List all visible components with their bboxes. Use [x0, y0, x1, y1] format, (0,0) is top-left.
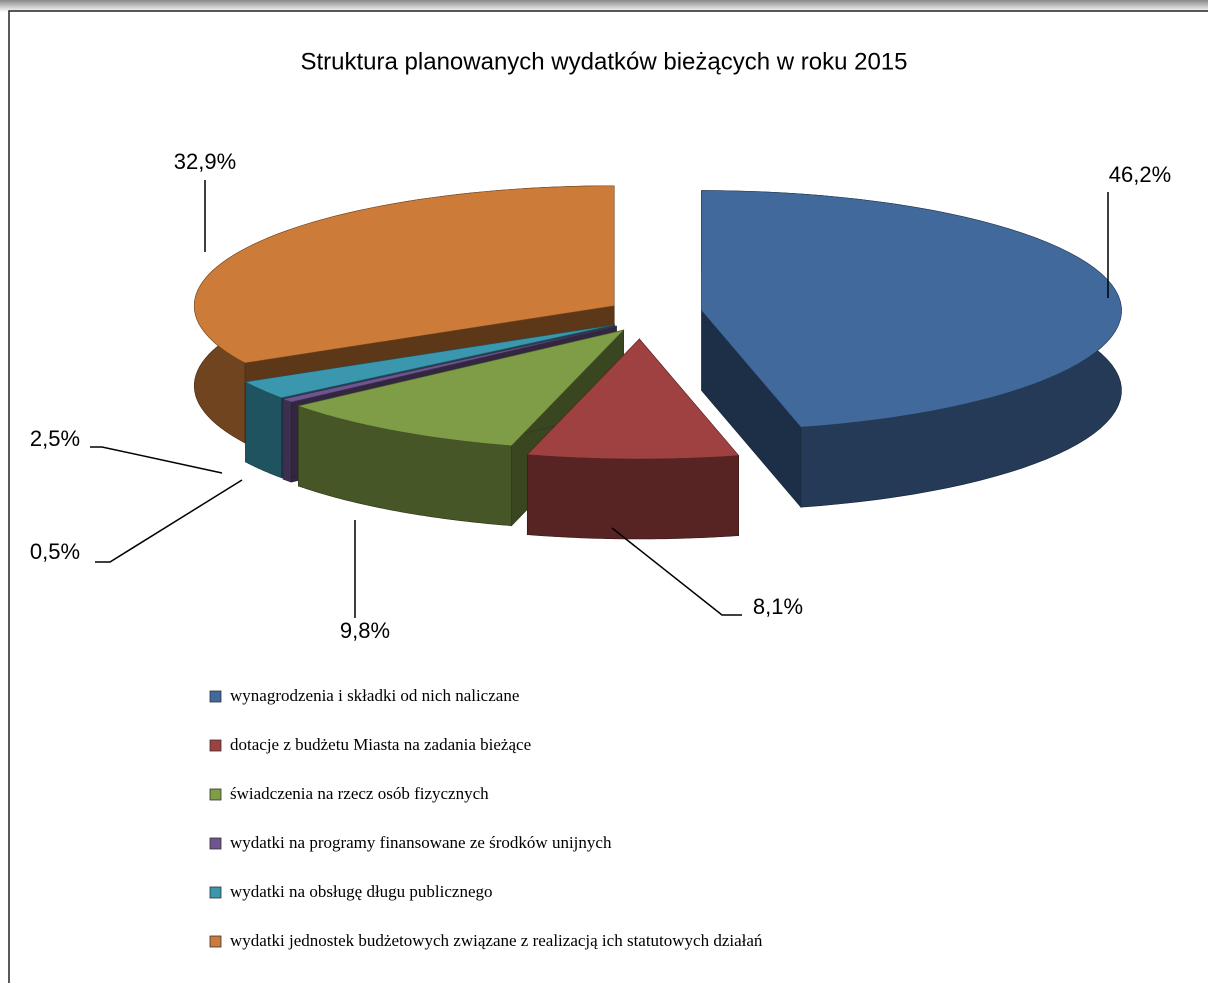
legend-label: świadczenia na rzecz osób fizycznych	[230, 784, 489, 803]
slice-side	[245, 381, 282, 479]
slice	[526, 338, 740, 540]
slice-top	[281, 325, 617, 403]
legend-swatch	[209, 837, 222, 850]
data-label: 0,5%	[30, 539, 80, 564]
slice-top	[193, 185, 615, 364]
slice-top	[526, 338, 740, 460]
legend-label: dotacje z budżetu Miasta na zadania bież…	[230, 735, 531, 754]
data-label: 9,8%	[340, 618, 390, 643]
data-label: 8,1%	[753, 594, 803, 619]
legend-label: wynagrodzenia i składki od nich naliczan…	[230, 686, 519, 705]
slice-top	[297, 329, 625, 447]
leader-line	[90, 446, 223, 474]
slice	[701, 190, 1122, 508]
legend-label: wydatki jednostek budżetowych związane z…	[230, 931, 763, 950]
leader-line	[611, 527, 742, 616]
data-label: 32,9%	[174, 149, 236, 174]
data-label: 2,5%	[30, 426, 80, 451]
legend-label: wydatki na programy finansowane ze środk…	[230, 833, 612, 852]
slice-side	[526, 454, 740, 540]
legend-swatch	[209, 935, 222, 948]
slice-side	[282, 398, 292, 483]
slice-top	[244, 324, 615, 399]
chart-title: Struktura planowanych wydatków bieżących…	[301, 48, 908, 75]
slice-top	[701, 190, 1122, 428]
legend-label: wydatki na obsługę długu publicznego	[230, 882, 493, 901]
frame-shadow	[0, 0, 1208, 12]
leader-line	[95, 479, 243, 563]
legend-swatch	[209, 788, 222, 801]
legend-swatch	[209, 739, 222, 752]
legend-swatch	[209, 690, 222, 703]
data-label: 46,2%	[1109, 162, 1171, 187]
legend-swatch	[209, 886, 222, 899]
